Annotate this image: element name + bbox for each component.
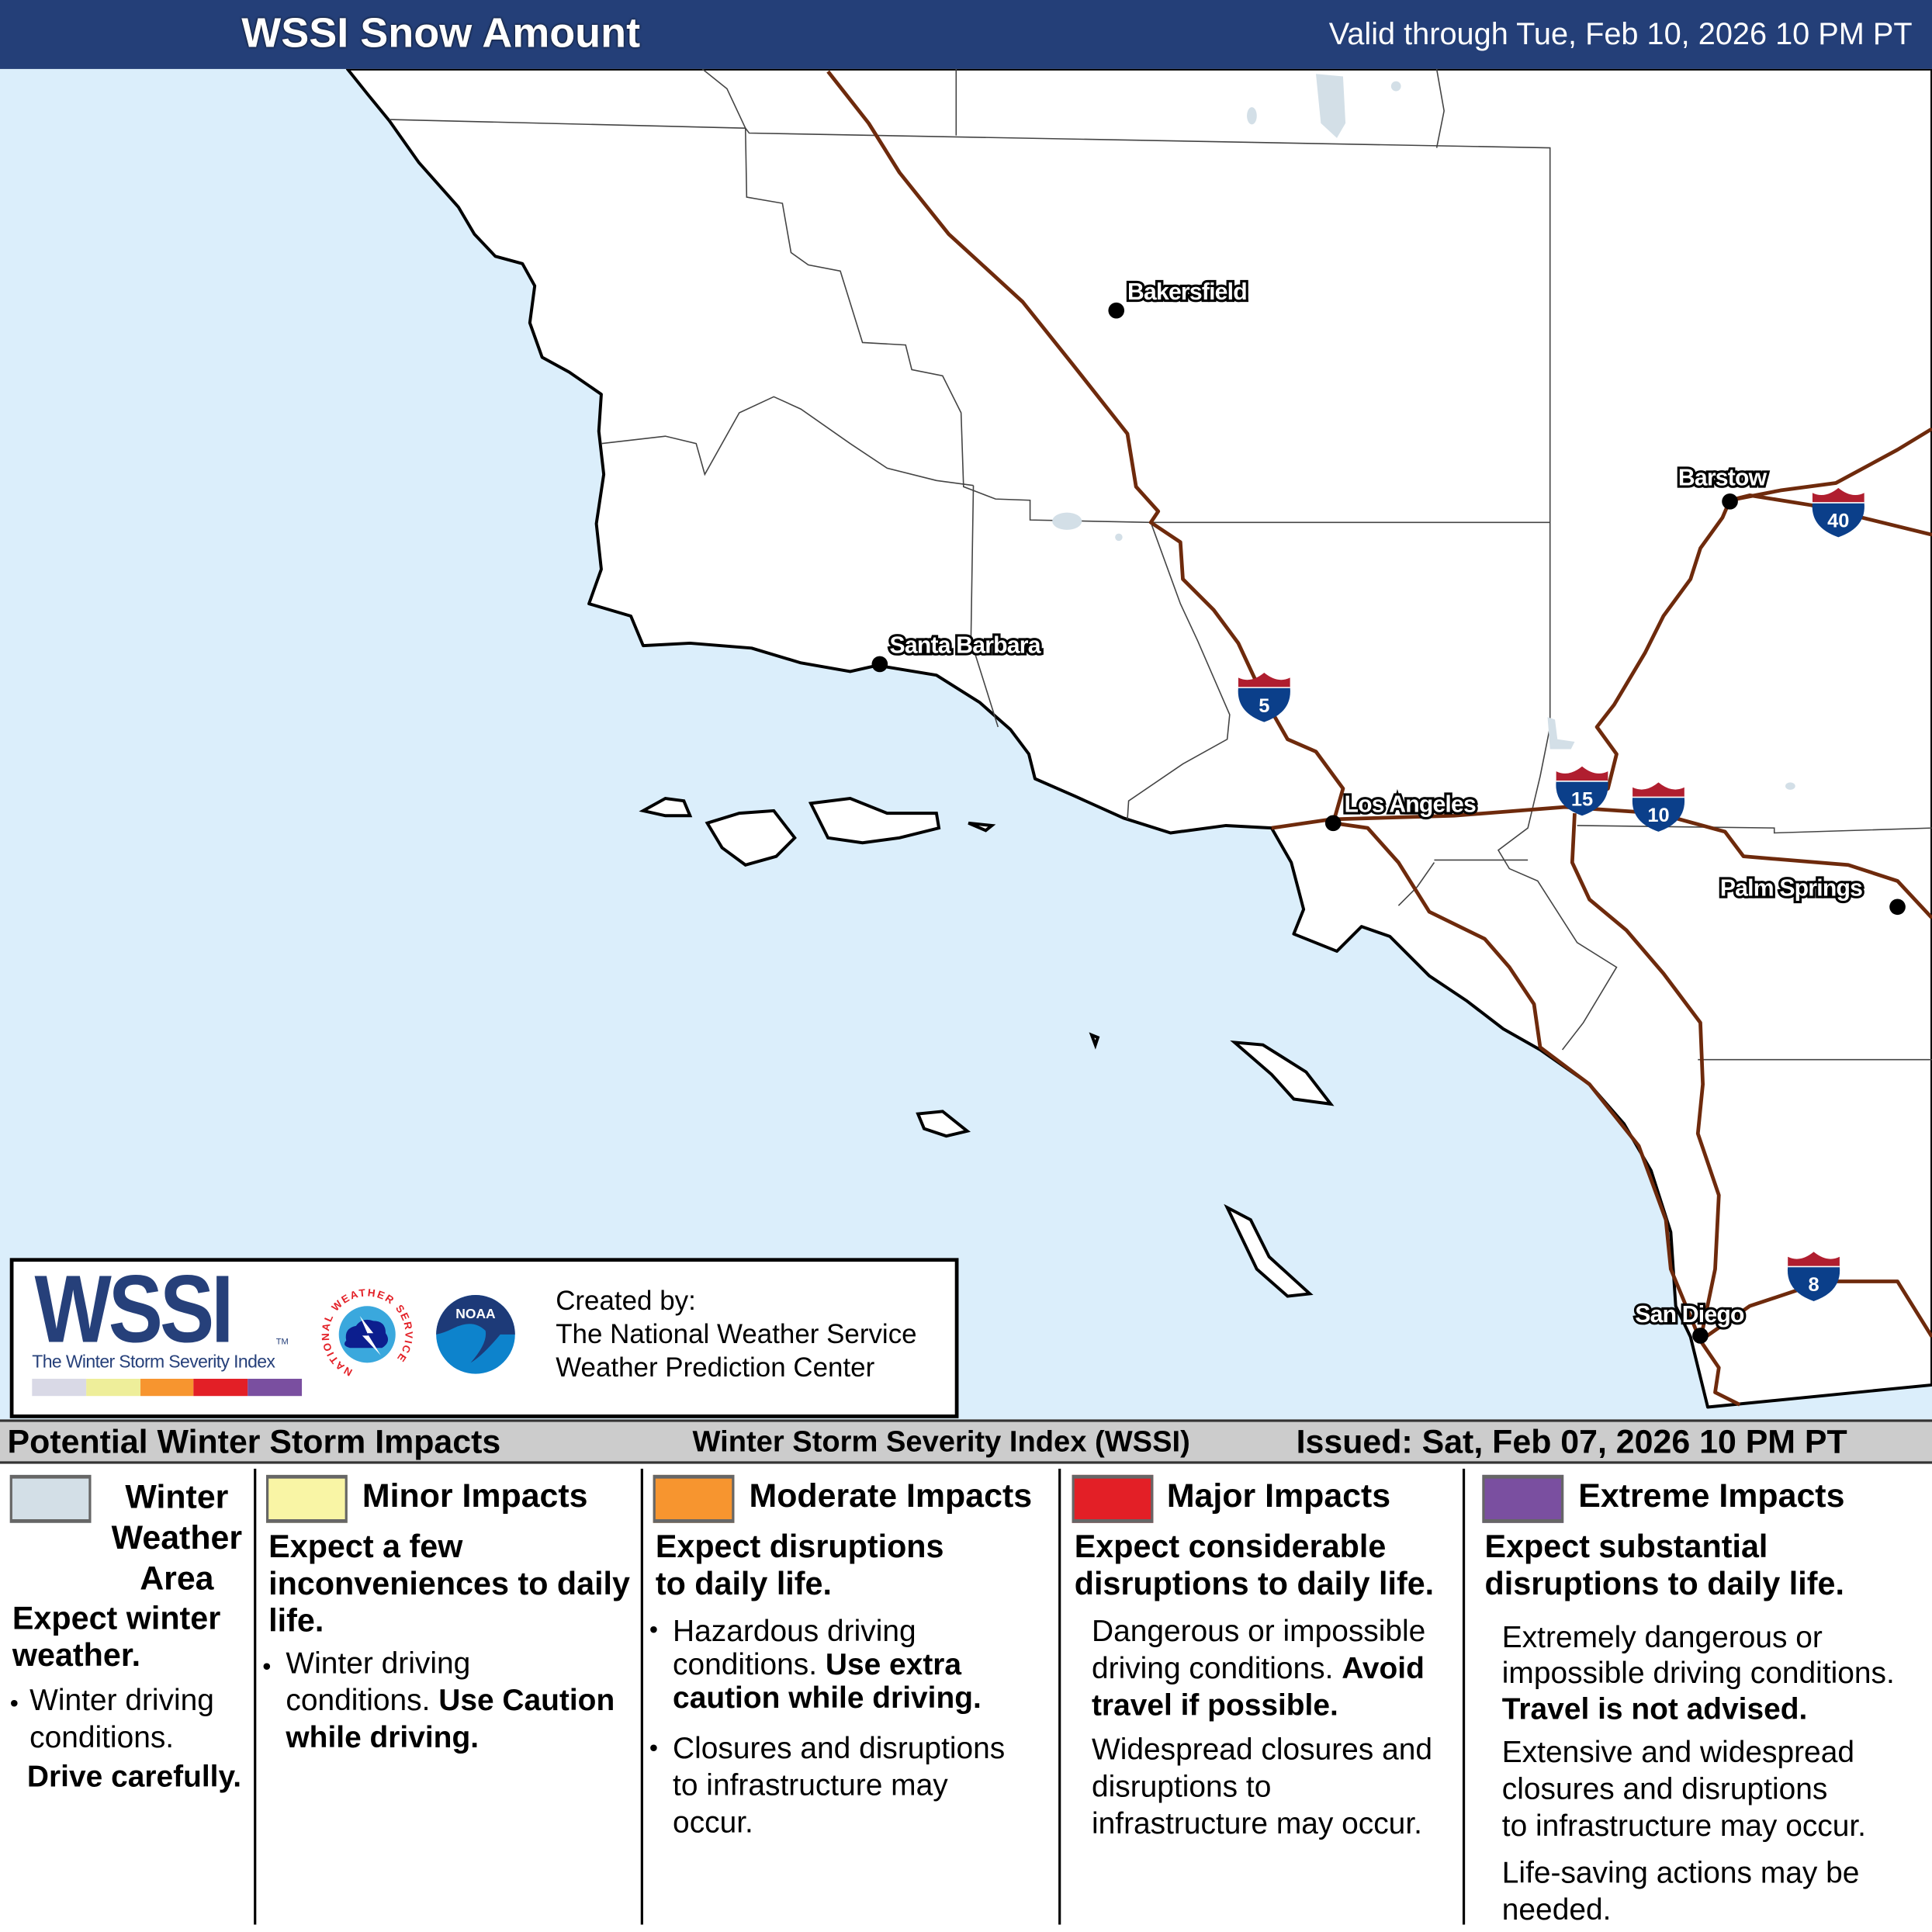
- minor-text: Winter driving conditions. Use Caution w…: [286, 1646, 643, 1757]
- map-title: WSSI Snow Amount: [241, 9, 641, 57]
- interstate-number: 8: [1808, 1274, 1819, 1296]
- city-label-santa-barbara: Santa Barbara: [890, 633, 1041, 659]
- legend-header: Potential Winter Storm Impacts Winter St…: [0, 1419, 1932, 1464]
- city-markers: [871, 302, 1906, 1344]
- trademark: TM: [275, 1338, 289, 1347]
- extreme-swatch: [1482, 1474, 1564, 1523]
- created-by: Created by: The National Weather Service…: [556, 1285, 917, 1383]
- county-lines: [389, 68, 1932, 1061]
- issued-time: Issued: Sat, Feb 07, 2026 10 PM PT: [1296, 1423, 1847, 1460]
- interstate-shield-10: 10: [1632, 782, 1685, 832]
- interstate-number: 10: [1647, 805, 1669, 826]
- valid-time: Valid through Tue, Feb 10, 2026 10 PM PT: [1328, 17, 1913, 52]
- bullet: •: [649, 1734, 659, 1762]
- palm-springs-dot: [1889, 898, 1906, 916]
- major-lead: Expect considerable disruptions to daily…: [1074, 1528, 1435, 1602]
- divider: [254, 1468, 257, 1925]
- winter-lead: Expect winter weather.: [12, 1599, 221, 1674]
- city-label-san-diego: San Diego: [1635, 1302, 1744, 1328]
- channel-islands: [639, 796, 1335, 1298]
- major-text-bold: Avoid travel if possible.: [1091, 1652, 1425, 1723]
- city-label-palm-springs: Palm Springs: [1720, 875, 1862, 901]
- interstate-shield-8: 8: [1787, 1252, 1840, 1301]
- interstate-shield-15: 15: [1556, 766, 1608, 816]
- extreme-text: Extremely dangerous or impossible drivin…: [1502, 1620, 1895, 1727]
- extreme-lead: Expect substantial disruptions to daily …: [1484, 1528, 1844, 1602]
- barstow-dot: [1722, 493, 1738, 510]
- interstate-number: 15: [1571, 789, 1593, 811]
- map: Bakersfield Santa Barbara Los Angeles Ba…: [0, 68, 1932, 1420]
- moderate-swatch: [653, 1474, 735, 1523]
- winter-title: Winter Weather Area: [111, 1478, 243, 1598]
- winter-swatch: [9, 1474, 92, 1523]
- los-angeles-dot: [1324, 815, 1342, 832]
- extreme-text3: Life-saving actions may be needed.: [1501, 1857, 1860, 1927]
- moderate-lead: Expect disruptions to daily life.: [655, 1528, 944, 1602]
- divider: [1058, 1468, 1061, 1925]
- bullet: •: [9, 1690, 19, 1718]
- winter-text: Winter driving conditions.: [29, 1684, 214, 1755]
- moderate-text2: Closures and disruptions to infrastructu…: [673, 1732, 1006, 1840]
- san-diego-dot: [1692, 1328, 1709, 1344]
- bullet: •: [262, 1653, 272, 1681]
- nws-logo-icon: NATIONAL WEATHER SERVICE: [317, 1285, 417, 1384]
- lakes: [1052, 74, 1795, 790]
- wssi-logo-subtitle: The Winter Storm Severity Index: [32, 1352, 275, 1373]
- major-title: Major Impacts: [1166, 1477, 1391, 1515]
- moderate-text: Hazardous driving conditions. Use extra …: [673, 1615, 982, 1716]
- interstate-shield-5: 5: [1238, 673, 1290, 722]
- interstate-shield-40: 40: [1812, 487, 1864, 538]
- major-swatch: [1072, 1474, 1154, 1523]
- minor-lead: Expect a few inconveniences to daily lif…: [268, 1528, 630, 1639]
- minor-swatch: [266, 1474, 348, 1523]
- minor-title: Minor Impacts: [362, 1477, 588, 1515]
- noaa-lettering: NOAA: [455, 1306, 496, 1321]
- winter-bold: Drive carefully.: [26, 1761, 242, 1795]
- wssi-color-bar: [32, 1378, 303, 1397]
- city-label-barstow: Barstow: [1678, 466, 1768, 491]
- noaa-logo-icon: NOAA: [426, 1285, 525, 1384]
- moderate-text-bold: Use extra caution while driving.: [673, 1648, 982, 1716]
- minor-text-plain: Winter driving conditions.: [286, 1647, 471, 1718]
- city-label-bakersfield: Bakersfield: [1127, 279, 1247, 305]
- extreme-title: Extreme Impacts: [1578, 1477, 1845, 1515]
- divider: [1462, 1468, 1466, 1925]
- bakersfield-dot: [1108, 302, 1125, 319]
- moderate-text-plain: Hazardous driving conditions.: [673, 1615, 916, 1682]
- agency-logos: NATIONAL WEATHER SERVICE NOAA: [317, 1285, 525, 1384]
- highways: [826, 70, 1932, 1407]
- extreme-text2: Extensive and widespread closures and di…: [1501, 1736, 1867, 1844]
- extreme-text-plain: Extremely dangerous or impossible drivin…: [1501, 1621, 1895, 1691]
- interstate-number: 40: [1827, 511, 1849, 532]
- legend-title: Potential Winter Storm Impacts: [7, 1423, 501, 1460]
- major-text2: Widespread closures and disruptions to i…: [1091, 1733, 1432, 1841]
- bullet: •: [649, 1616, 659, 1644]
- santa-barbara-dot: [871, 656, 888, 673]
- city-label-los-angeles: Los Angeles: [1345, 791, 1476, 817]
- moderate-title: Moderate Impacts: [749, 1477, 1033, 1515]
- interstate-number: 5: [1259, 695, 1269, 717]
- wssi-logo: WSSI: [34, 1254, 234, 1363]
- divider: [640, 1468, 643, 1925]
- minor-text-bold: Use Caution while driving.: [286, 1684, 615, 1755]
- title-bar: WSSI Snow Amount Valid through Tue, Feb …: [0, 0, 1932, 69]
- legend-subtitle: Winter Storm Severity Index (WSSI): [692, 1425, 1190, 1459]
- major-text-plain: Dangerous or impossible driving conditio…: [1091, 1615, 1426, 1686]
- extreme-text-bold: Travel is not advised.: [1501, 1692, 1808, 1726]
- major-text: Dangerous or impossible driving conditio…: [1092, 1614, 1425, 1725]
